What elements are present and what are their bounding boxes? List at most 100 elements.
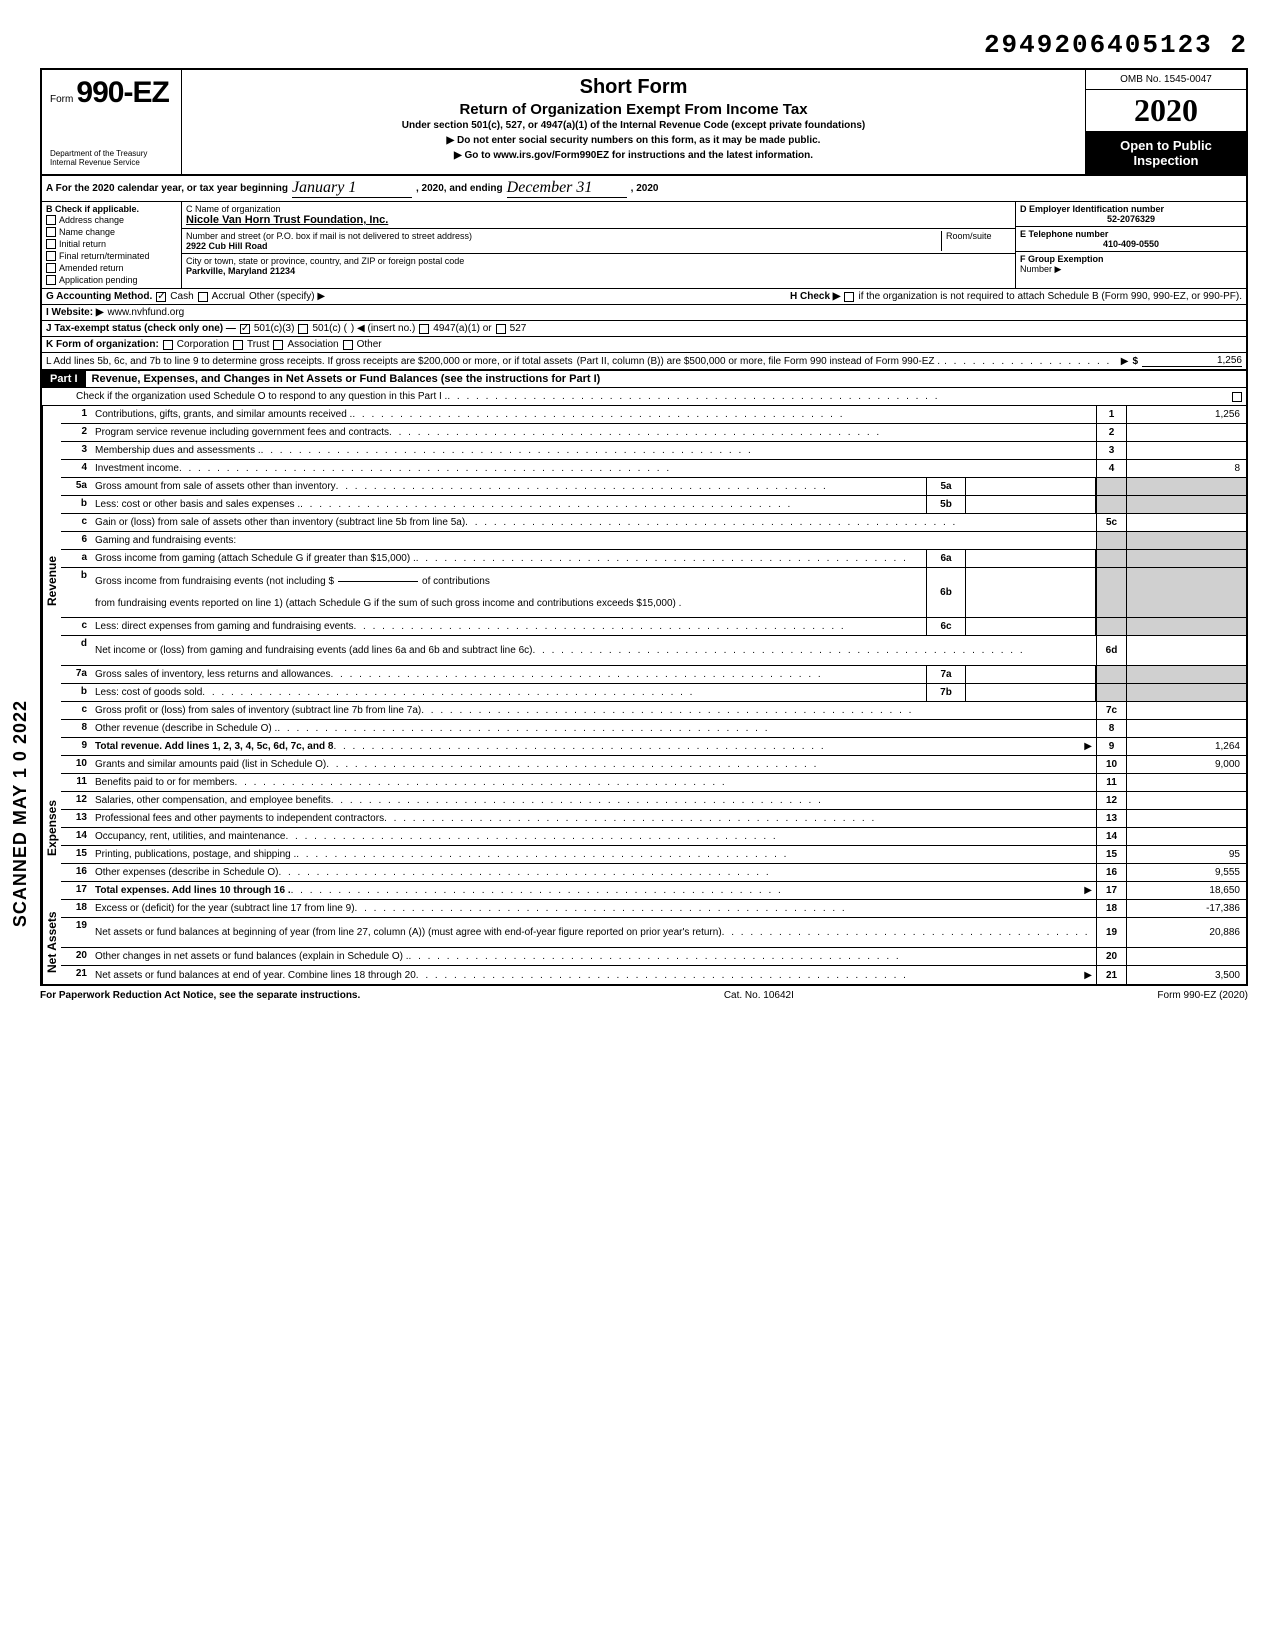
tax-year-begin[interactable]: January 1 [292,179,412,198]
form-number: 990-EZ [76,76,168,109]
line-8-box: 8 [1096,720,1126,737]
line-10-num: 10 [61,756,91,773]
row-k-label: K Form of organization: [46,339,159,350]
line-6b-desc2: of contributions [422,576,490,587]
part-i-checkline: Check if the organization used Schedule … [42,388,1246,406]
check-amended[interactable] [46,263,56,273]
opt-initial: Initial return [59,239,106,249]
line-13-val [1126,810,1246,827]
line-6-num: 6 [61,532,91,549]
check-schedule-o[interactable] [1232,392,1242,402]
line-10-box: 10 [1096,756,1126,773]
opt-cash: Cash [170,291,193,302]
opt-527: 527 [510,323,527,334]
line-5b-rbox [1096,496,1126,513]
section-c: C Name of organization Nicole Van Horn T… [182,202,1016,288]
check-501c3[interactable] [240,324,250,334]
line-7a-rval [1126,666,1246,683]
line-17-num: 17 [61,882,91,899]
line-21-num: 21 [61,966,91,984]
row-l-value: 1,256 [1142,355,1242,367]
line-1-box: 1 [1096,406,1126,423]
line-20-box: 20 [1096,948,1126,965]
tax-year: 2020 [1086,90,1246,132]
check-corp[interactable] [163,340,173,350]
check-addr-change[interactable] [46,215,56,225]
check-other-org[interactable] [343,340,353,350]
line-9-box: 9 [1096,738,1126,755]
revenue-section: Revenue 1Contributions, gifts, grants, a… [42,406,1246,756]
check-initial[interactable] [46,239,56,249]
check-cash[interactable] [156,292,166,302]
line-7b-rval [1126,684,1246,701]
line-6c-rval [1126,618,1246,635]
website-value: www.nvhfund.org [108,307,185,318]
line-6c-num: c [61,618,91,635]
line-5b-desc: Less: cost or other basis and sales expe… [95,499,300,510]
dept-irs: Internal Revenue Service [50,159,173,168]
line-6-rbox [1096,532,1126,549]
opt-addr-change: Address change [59,215,124,225]
row-l-arrow: ▶ [1121,356,1129,367]
form-subtext-3: ▶ Go to www.irs.gov/Form990EZ for instru… [190,150,1077,161]
check-pending[interactable] [46,275,56,285]
line-6a-mbox: 6a [926,550,966,567]
line-5a-mval [966,478,1096,495]
line-6b-blank[interactable] [338,581,418,582]
form-title: Short Form [190,76,1077,99]
opt-final: Final return/terminated [59,251,150,261]
check-trust[interactable] [233,340,243,350]
line-6b-desc3: from fundraising events reported on line… [95,598,681,609]
form-990ez: Form 990-EZ Department of the Treasury I… [40,68,1248,986]
row-l-dollar: $ [1132,356,1138,367]
line-1-desc: Contributions, gifts, grants, and simila… [95,409,352,420]
check-name-change[interactable] [46,227,56,237]
opt-accrual: Accrual [212,291,245,302]
check-527[interactable] [496,324,506,334]
line-6d-num: d [61,636,91,665]
line-19-desc: Net assets or fund balances at beginning… [95,927,722,938]
line-7a-rbox [1096,666,1126,683]
opt-other-specify: Other (specify) ▶ [249,291,325,302]
opt-501c3: 501(c)(3) [254,323,295,334]
check-schedule-o-text: Check if the organization used Schedule … [76,391,447,402]
line-10-val: 9,000 [1126,756,1246,773]
line-2-desc: Program service revenue including govern… [95,427,389,438]
line-6b-desc1: Gross income from fundraising events (no… [95,576,334,587]
line-6a-desc: Gross income from gaming (attach Schedul… [95,553,416,564]
line-5c-num: c [61,514,91,531]
line-4-box: 4 [1096,460,1126,477]
check-accrual[interactable] [198,292,208,302]
line-2-num: 2 [61,424,91,441]
line-15-num: 15 [61,846,91,863]
line-6a-mval [966,550,1096,567]
line-13-desc: Professional fees and other payments to … [95,813,384,824]
line-13-num: 13 [61,810,91,827]
line-21-box: 21 [1096,966,1126,984]
opt-501c-b: ) ◀ (insert no.) [351,323,415,334]
line-14-desc: Occupancy, rent, utilities, and maintena… [95,831,285,842]
opt-pending: Application pending [59,275,138,285]
check-final[interactable] [46,251,56,261]
line-15-box: 15 [1096,846,1126,863]
ein-value: 52-2076329 [1020,214,1242,224]
check-assoc[interactable] [273,340,283,350]
part-i-title: Revenue, Expenses, and Changes in Net As… [86,371,607,387]
row-g-h: G Accounting Method. Cash Accrual Other … [42,289,1246,305]
line-7b-mval [966,684,1096,701]
check-501c[interactable] [298,324,308,334]
scanned-stamp: SCANNED MAY 1 0 2022 [10,700,31,927]
line-7c-num: c [61,702,91,719]
opt-other-org: Other [357,339,382,350]
check-4947[interactable] [419,324,429,334]
line-21-desc: Net assets or fund balances at end of ye… [95,970,416,981]
line-16-val: 9,555 [1126,864,1246,881]
line-7a-mval [966,666,1096,683]
tax-year-end[interactable]: December 31 [507,179,627,198]
line-6c-rbox [1096,618,1126,635]
line-5a-rbox [1096,478,1126,495]
check-h[interactable] [844,292,854,302]
line-3-num: 3 [61,442,91,459]
line-3-box: 3 [1096,442,1126,459]
ein-label: D Employer Identification number [1020,204,1242,214]
